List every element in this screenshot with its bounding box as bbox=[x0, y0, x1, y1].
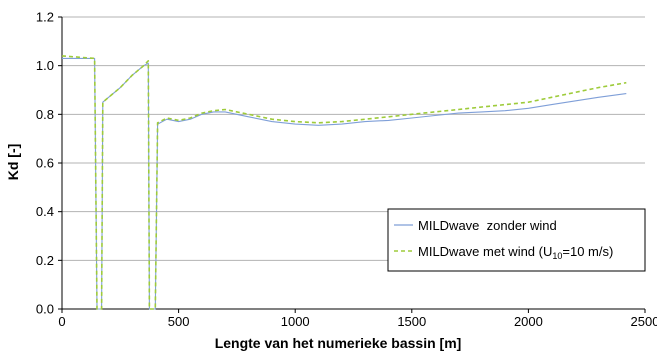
x-tick-label: 1500 bbox=[397, 314, 426, 329]
x-tick-label: 2000 bbox=[514, 314, 543, 329]
x-axis-label: Lengte van het numerieke bassin [m] bbox=[215, 335, 462, 351]
y-tick-label: 1.0 bbox=[36, 58, 54, 73]
y-tick-label: 0.8 bbox=[36, 107, 54, 122]
legend-label-met-wind-suffix: =10 m/s) bbox=[562, 244, 613, 259]
x-tick-label: 2500 bbox=[631, 314, 657, 329]
series-line-met-wind bbox=[61, 55, 627, 310]
y-axis-label: Kd [-] bbox=[5, 144, 21, 181]
x-tick-label: 500 bbox=[168, 314, 190, 329]
y-tick-label: 0.6 bbox=[36, 156, 54, 171]
y-axis-ticks: 0.0 0.2 0.4 0.6 0.8 1.0 1.2 bbox=[36, 10, 62, 317]
y-tick-label: 0.0 bbox=[36, 302, 54, 317]
legend-box bbox=[387, 208, 646, 272]
legend-label-met-wind-subscript: 10 bbox=[552, 251, 562, 261]
x-axis-ticks: 0 500 1000 1500 2000 2500 bbox=[58, 309, 657, 329]
y-tick-label: 0.4 bbox=[36, 204, 54, 219]
x-tick-label: 0 bbox=[58, 314, 65, 329]
legend: MILDwave zonder wind MILDwave met wind (… bbox=[387, 208, 646, 272]
legend-label-zonder-wind: MILDwave zonder wind bbox=[418, 218, 557, 233]
y-tick-label: 0.2 bbox=[36, 253, 54, 268]
x-tick-label: 1000 bbox=[281, 314, 310, 329]
series-layer bbox=[61, 55, 627, 310]
y-tick-label: 1.2 bbox=[36, 10, 54, 25]
legend-label-met-wind-prefix: MILDwave met wind (U bbox=[418, 244, 552, 259]
legend-label-met-wind: MILDwave met wind (U10=10 m/s) bbox=[418, 244, 613, 261]
